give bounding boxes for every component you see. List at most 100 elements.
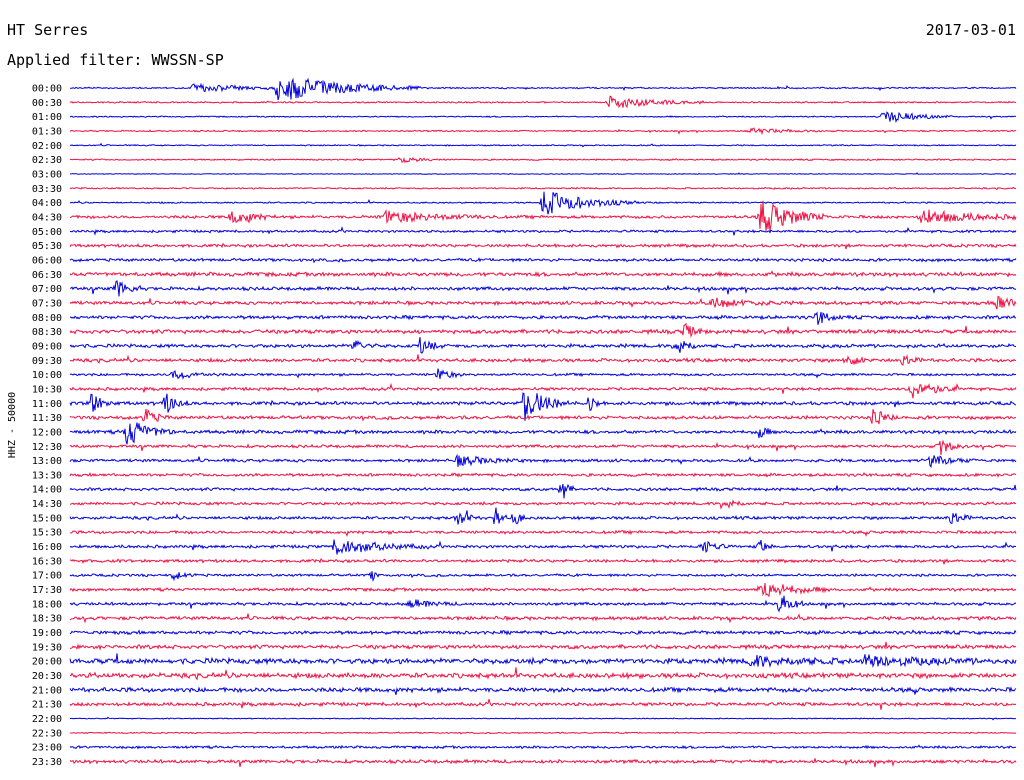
time-label: 09:30 [32,356,62,367]
trace-row [69,111,1017,124]
time-label: 19:00 [32,628,62,639]
time-label: 07:00 [32,284,62,295]
trace-row [69,77,1017,101]
trace-row [69,499,1017,510]
trace-row [69,507,1016,525]
time-label: 08:00 [32,313,62,324]
time-label: 02:30 [32,155,62,166]
time-label: 17:30 [32,585,62,596]
time-label: 12:30 [32,442,62,453]
time-label: 15:30 [32,528,62,539]
time-label: 13:30 [32,470,62,481]
trace-row [69,744,1017,750]
trace-row [69,295,1017,310]
trace-row [69,311,1017,325]
time-label: 12:00 [32,427,62,438]
trace-row [69,583,1017,598]
plot-date: 2017-03-01 [925,21,1016,39]
trace-row [69,368,1016,380]
time-label: 04:30 [32,212,62,223]
trace-row [69,595,1017,613]
time-label: 00:30 [32,98,62,109]
trace-row [69,142,1017,148]
trace-row [69,422,1017,445]
trace-row [69,629,1017,636]
trace-row [69,280,1017,297]
time-label: 01:30 [32,126,62,137]
station-title: HT Serres [7,21,89,39]
trace-row [69,186,1017,191]
time-label: 03:30 [32,184,62,195]
time-label: 21:30 [32,700,62,711]
time-label: 11:00 [32,399,62,410]
trace-row [69,558,1017,565]
time-label: 01:00 [32,112,62,123]
time-label: 00:00 [32,84,62,95]
time-label: 20:00 [32,657,62,668]
trace-row [69,653,1017,669]
time-tick-labels: 00:00 00:30 01:00 01:30 02:00 02:30 03:00 03:30… [32,84,62,769]
trace-row [69,571,1017,582]
time-label: 10:30 [32,384,62,395]
time-label: 15:00 [32,513,62,524]
time-label: 18:30 [32,614,62,625]
trace-row [69,392,1017,421]
time-label: 19:30 [32,642,62,653]
trace-row [69,529,1017,537]
time-label: 05:30 [32,241,62,252]
trace-row [69,382,1017,399]
time-label: 23:30 [32,757,62,768]
trace-row [69,354,1017,366]
time-label: 16:30 [32,556,62,567]
trace-row [69,471,1017,478]
trace-row [69,539,1016,555]
trace-row [69,191,1017,215]
trace-row [69,483,1017,499]
time-label: 13:00 [32,456,62,467]
trace-row [69,200,1017,232]
time-label: 07:30 [32,298,62,309]
time-label: 03:00 [32,169,62,180]
trace-row [69,439,1017,456]
trace-row [69,226,1017,236]
time-label: 18:00 [32,599,62,610]
trace-row [69,337,1017,354]
time-label: 06:30 [32,270,62,281]
time-label: 17:00 [32,571,62,582]
time-label: 22:00 [32,714,62,725]
trace-row [69,453,1017,469]
trace-row [69,257,1017,264]
time-label: 23:00 [32,743,62,754]
trace-row [69,322,1017,338]
time-label: 09:00 [32,341,62,352]
time-label: 11:30 [32,413,62,424]
trace-row [69,127,1017,136]
trace-row [69,613,1017,624]
time-label: 16:00 [32,542,62,553]
time-label: 21:00 [32,685,62,696]
trace-row [69,685,1017,695]
time-label: 08:30 [32,327,62,338]
trace-row [69,758,1017,768]
trace-row [69,242,1017,250]
trace-row [69,641,1017,651]
trace-row [69,667,1017,681]
time-label: 06:00 [32,255,62,266]
time-label: 20:30 [32,671,62,682]
trace-group [69,77,1017,768]
channel-label: HHZ - 50000 [7,392,18,458]
time-label: 10:00 [32,370,62,381]
time-label: 02:00 [32,141,62,152]
trace-row [69,172,1017,175]
time-label: 05:00 [32,227,62,238]
trace-row [69,698,1017,710]
trace-row [69,408,1017,425]
trace-row [69,95,1017,109]
trace-row [69,270,1017,278]
time-label: 04:00 [32,198,62,209]
trace-row [69,156,1017,164]
trace-row [69,716,1016,721]
time-label: 14:30 [32,499,62,510]
time-label: 14:00 [32,485,62,496]
